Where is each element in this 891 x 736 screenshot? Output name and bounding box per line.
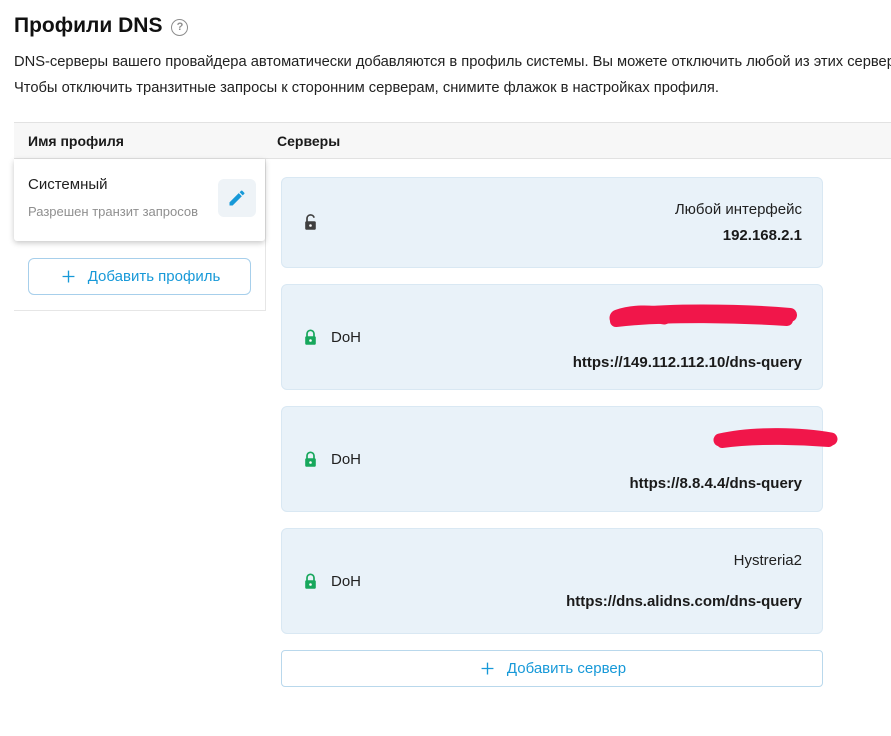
table-body: Системный Разрешен транзит запросов Доба… (14, 159, 891, 687)
description-line-1: DNS-серверы вашего провайдера автоматиче… (14, 54, 891, 70)
server-protocol: DoH (331, 328, 362, 346)
profile-card-system[interactable]: Системный Разрешен транзит запросов (14, 159, 265, 241)
description-line-2: Чтобы отключить транзитные запросы к сто… (14, 80, 719, 96)
add-server-button[interactable]: Добавить сервер (281, 650, 823, 687)
server-card-doh-3[interactable]: DoH Hystreria2 https://dns.alidns.com/dn… (281, 528, 823, 634)
add-profile-label: Добавить профиль (87, 268, 221, 285)
pencil-icon (227, 188, 247, 208)
column-header-profile-name: Имя профиля (28, 132, 124, 149)
help-icon[interactable]: ? (171, 18, 189, 36)
lock-closed-icon (303, 572, 318, 590)
plus-icon (478, 659, 497, 678)
server-card-doh-1[interactable]: DoH https://149.112.112.10/dns-query (281, 284, 823, 390)
lock-closed-icon (303, 328, 318, 346)
lock-closed-icon (303, 450, 318, 468)
page-header: Профили DNS ? DNS-серверы вашего провайд… (0, 0, 891, 101)
edit-profile-button[interactable] (218, 179, 256, 217)
page-description: DNS-серверы вашего провайдера автоматиче… (14, 49, 891, 101)
add-profile-button[interactable]: Добавить профиль (28, 258, 251, 295)
redaction-scribble (602, 304, 802, 330)
server-interface-label: Любой интерфейс (674, 201, 802, 218)
server-address: 192.168.2.1 (722, 227, 802, 244)
redaction-scribble (709, 427, 840, 451)
servers-column: Любой интерфейс 192.168.2.1 DoH (266, 159, 891, 687)
server-address: https://149.112.112.10/dns-query (572, 353, 802, 371)
profiles-column: Системный Разрешен транзит запросов Доба… (14, 159, 266, 311)
page-title: Профили DNS (14, 14, 163, 37)
server-address: https://8.8.4.4/dns-query (629, 474, 802, 492)
server-card-doh-2[interactable]: DoH https://8.8.4.4/dns-query (281, 406, 838, 512)
add-server-label: Добавить сервер (506, 660, 627, 677)
lock-open-icon (303, 214, 318, 231)
server-protocol: DoH (331, 450, 362, 468)
table-header: Имя профиля Серверы (14, 122, 891, 159)
profile-name: Системный (28, 176, 108, 193)
plus-icon (59, 267, 78, 286)
server-protocol: DoH (331, 572, 362, 590)
server-card-interface[interactable]: Любой интерфейс 192.168.2.1 (281, 177, 823, 268)
help-glyph: ? (176, 21, 184, 33)
profile-status: Разрешен транзит запросов (28, 204, 199, 219)
server-name: Hystreria2 (733, 552, 802, 569)
column-header-servers: Серверы (277, 132, 341, 149)
server-address: https://dns.alidns.com/dns-query (566, 593, 802, 610)
